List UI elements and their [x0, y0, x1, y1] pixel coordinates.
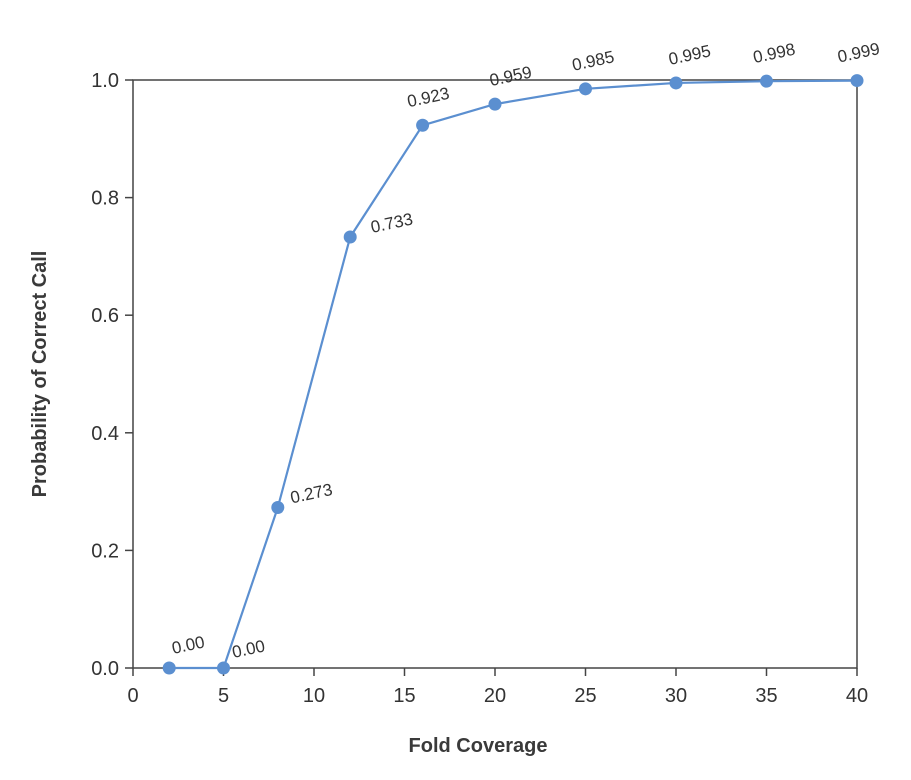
x-axis-title: Fold Coverage	[409, 735, 548, 757]
y-axis-title: Probability of Correct Call	[29, 251, 51, 498]
data-point	[579, 82, 592, 96]
data-label: 0.923	[405, 84, 451, 111]
data-point	[760, 74, 773, 88]
data-label: 0.00	[230, 636, 266, 661]
data-label: 0.995	[667, 41, 713, 68]
series-line	[169, 79, 858, 670]
x-axis: 0 5 10 15 20 25 30 35 40	[127, 668, 868, 707]
x-tick-label: 20	[484, 685, 506, 707]
data-point	[217, 661, 230, 675]
data-label: 0.998	[751, 40, 797, 67]
data-labels: 0.00 0.00 0.273 0.733 0.923 0.959 0.985 0.995 0.…	[170, 39, 881, 662]
data-point	[669, 76, 683, 90]
y-tick-label: 1.0	[91, 70, 119, 92]
data-label: 0.959	[488, 63, 534, 90]
x-tick-label: 10	[303, 685, 325, 707]
x-tick-label: 5	[218, 685, 229, 707]
y-tick-label: 0.4	[91, 423, 119, 445]
y-tick-label: 0.8	[91, 188, 119, 210]
data-points	[162, 74, 864, 675]
y-axis: 0.0 0.2 0.4 0.6 0.8 1.0	[91, 70, 133, 680]
data-label: 0.733	[369, 209, 415, 236]
data-label: 0.985	[570, 47, 616, 74]
y-tick-label: 0.6	[91, 305, 119, 327]
x-tick-label: 30	[665, 685, 687, 707]
x-tick-label: 25	[574, 685, 596, 707]
y-tick-label: 0.0	[91, 658, 119, 680]
x-tick-label: 0	[127, 685, 138, 707]
data-point	[271, 500, 285, 514]
data-label: 0.273	[289, 480, 335, 507]
data-label: 0.999	[836, 39, 882, 66]
data-point	[488, 97, 502, 111]
data-label: 0.00	[170, 632, 206, 657]
y-tick-label: 0.2	[91, 540, 119, 562]
plot-frame	[132, 79, 858, 669]
data-point	[850, 74, 864, 88]
x-tick-label: 35	[755, 685, 777, 707]
data-point	[162, 661, 176, 675]
x-tick-label: 40	[846, 685, 868, 707]
data-point	[416, 118, 430, 132]
data-point	[343, 230, 357, 244]
x-tick-label: 15	[393, 685, 415, 707]
